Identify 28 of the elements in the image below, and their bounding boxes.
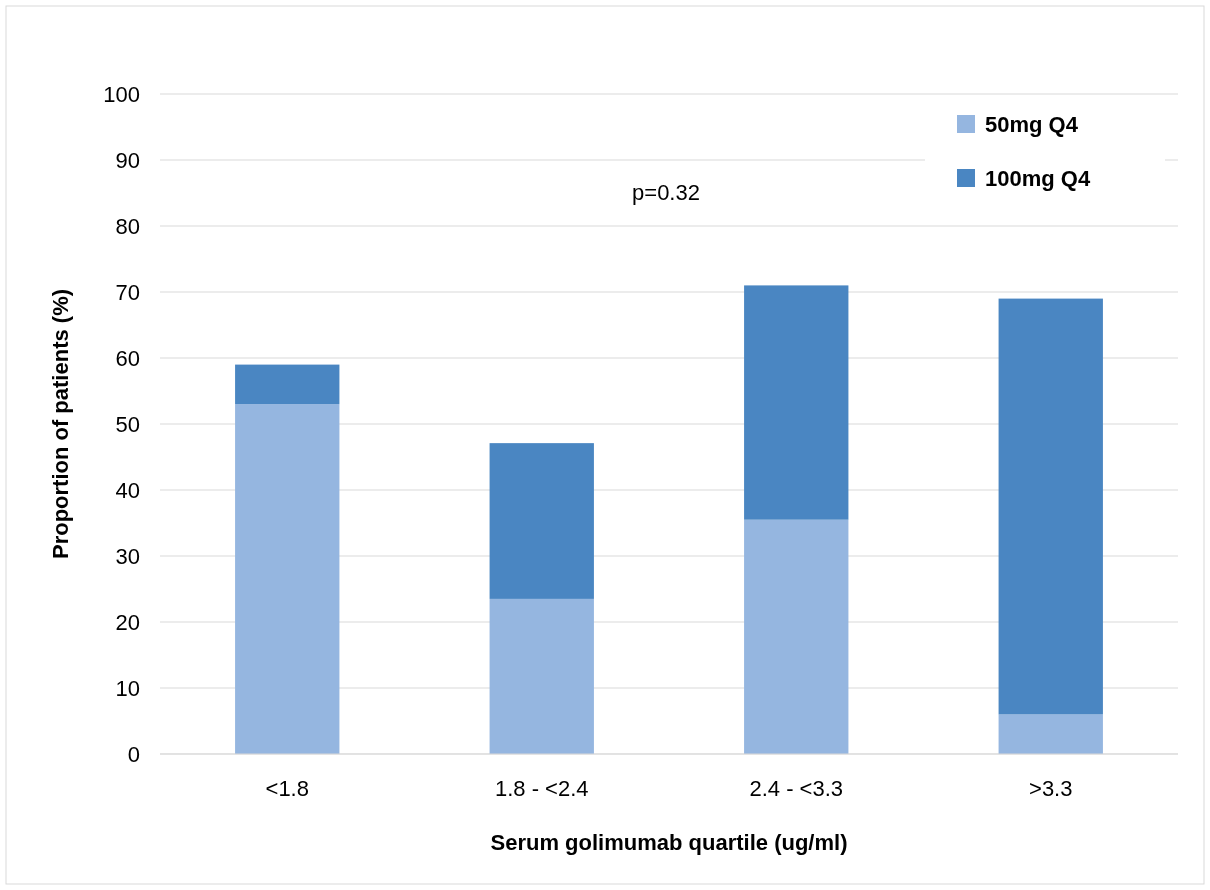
bar bbox=[744, 519, 849, 754]
y-tick-label: 50 bbox=[115, 411, 140, 437]
y-tick-label: 0 bbox=[127, 741, 140, 767]
bar bbox=[489, 598, 594, 754]
y-tick-label: 10 bbox=[115, 675, 140, 701]
legend-label: 100mg Q4 bbox=[985, 165, 1091, 191]
y-tick-label: 40 bbox=[115, 477, 140, 503]
y-tick-label: 90 bbox=[115, 147, 140, 173]
x-tick-label: 2.4 - <3.3 bbox=[749, 776, 844, 801]
y-tick-label: 30 bbox=[115, 543, 140, 569]
bar bbox=[998, 298, 1103, 715]
y-tick-label: 60 bbox=[115, 345, 140, 371]
y-axis-title: Proportion of patients (%) bbox=[48, 288, 73, 560]
y-tick-label: 20 bbox=[115, 609, 140, 635]
bar bbox=[998, 714, 1103, 754]
y-tick-label: 100 bbox=[103, 81, 140, 107]
y-tick-label: 80 bbox=[115, 213, 140, 239]
x-tick-label: 1.8 - <2.4 bbox=[494, 776, 589, 801]
annotation: p=0.32 bbox=[632, 179, 700, 205]
bar bbox=[235, 364, 340, 405]
bar bbox=[489, 443, 594, 599]
bar bbox=[235, 404, 340, 754]
y-tick-label: 70 bbox=[115, 279, 140, 305]
bar bbox=[744, 285, 849, 520]
x-axis-title: Serum golimumab quartile (ug/ml) bbox=[490, 830, 848, 855]
legend-label: 50mg Q4 bbox=[985, 111, 1079, 137]
x-tick-label: >3.3 bbox=[1029, 776, 1073, 801]
x-tick-label: <1.8 bbox=[265, 776, 309, 801]
